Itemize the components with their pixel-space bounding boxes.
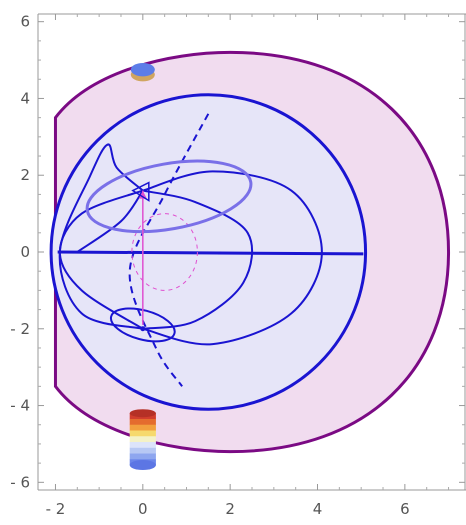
cylinder-band-6 [129, 442, 156, 449]
cylinder-band-2 [129, 418, 156, 426]
cylinder-band-3 [129, 424, 156, 431]
y-tick-label: 6 [20, 13, 30, 31]
cylinder-bottom-cap [129, 460, 156, 471]
x-tick-label: 0 [138, 500, 148, 518]
top-disk [130, 62, 155, 77]
x-tick-label: 6 [400, 500, 410, 518]
y-tick-label: - 2 [10, 320, 30, 338]
field-curve-4 [142, 170, 323, 346]
cylinder-band-8 [129, 453, 156, 460]
vertical-arrow-head [138, 190, 147, 199]
y-tick-label: - 6 [10, 473, 30, 491]
field-curve-2 [76, 190, 144, 253]
y-tick-label: 4 [20, 89, 30, 107]
field-curve-5 [58, 143, 144, 330]
plot-layer [49, 50, 451, 471]
field-curve-3 [142, 189, 254, 330]
bottom-node-marker [140, 326, 146, 332]
y-tick-label: 0 [20, 243, 30, 261]
equator-line [57, 250, 364, 256]
x-tick-label: - 2 [46, 500, 66, 518]
x-tick-label: 2 [225, 500, 235, 518]
dashed-meridian [128, 113, 210, 387]
cylinder-top-cap [129, 409, 156, 418]
cylinder-band-4 [129, 430, 156, 437]
top-node-marker [131, 181, 150, 202]
y-tick-label: - 4 [10, 397, 30, 415]
cylinder-band-7 [129, 447, 156, 454]
top-ellipse [85, 159, 253, 234]
cylinder-band-5 [129, 436, 156, 443]
dashed-inner-circle [131, 213, 198, 291]
tick-layer: - 2 0 2 4 6 - 6 - 4 - 2 0 2 4 6 [10, 13, 465, 518]
x-tick-label: 4 [313, 500, 323, 518]
bottom-ellipse [109, 307, 176, 343]
y-tick-label: 2 [20, 166, 30, 184]
